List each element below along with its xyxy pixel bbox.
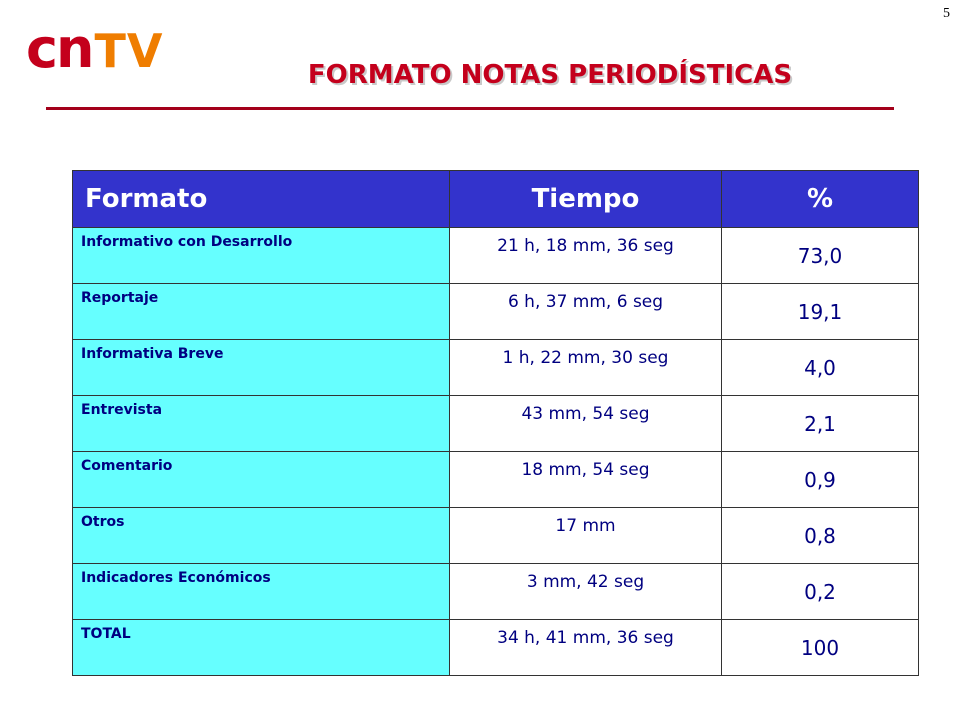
cell-tiempo: 1 h, 22 mm, 30 seg bbox=[449, 339, 722, 396]
table-row: Reportaje 6 h, 37 mm, 6 seg 19,1 bbox=[72, 283, 919, 340]
logo-cn: cn bbox=[26, 17, 94, 80]
table-row: Otros 17 mm 0,8 bbox=[72, 507, 919, 564]
cell-formato: Entrevista bbox=[72, 395, 450, 452]
page-title: FORMATO NOTAS PERIODÍSTICAS bbox=[307, 60, 793, 90]
table-row: Indicadores Económicos 3 mm, 42 seg 0,2 bbox=[72, 563, 919, 620]
cell-formato: Indicadores Económicos bbox=[72, 563, 450, 620]
cell-tiempo: 18 mm, 54 seg bbox=[449, 451, 722, 508]
cell-pct: 73,0 bbox=[721, 227, 919, 284]
page-number: 5 bbox=[943, 6, 950, 21]
cell-pct: 4,0 bbox=[721, 339, 919, 396]
formats-table: Formato Tiempo % Informativo con Desarro… bbox=[72, 170, 919, 676]
cell-pct: 0,9 bbox=[721, 451, 919, 508]
cell-tiempo: 17 mm bbox=[449, 507, 722, 564]
header-formato: Formato bbox=[72, 170, 450, 228]
cell-pct: 100 bbox=[721, 619, 919, 676]
cell-pct: 0,2 bbox=[721, 563, 919, 620]
title-divider bbox=[46, 107, 894, 110]
cell-formato: Reportaje bbox=[72, 283, 450, 340]
table-row: Comentario 18 mm, 54 seg 0,9 bbox=[72, 451, 919, 508]
cell-tiempo: 6 h, 37 mm, 6 seg bbox=[449, 283, 722, 340]
cell-formato: Informativo con Desarrollo bbox=[72, 227, 450, 284]
header-pct: % bbox=[721, 170, 919, 228]
header-tiempo: Tiempo bbox=[449, 170, 722, 228]
logo-tv: TV bbox=[94, 24, 164, 78]
cell-formato: Comentario bbox=[72, 451, 450, 508]
cell-formato: Otros bbox=[72, 507, 450, 564]
table-row-total: TOTAL 34 h, 41 mm, 36 seg 100 bbox=[72, 619, 919, 676]
table-row: Informativo con Desarrollo 21 h, 18 mm, … bbox=[72, 227, 919, 284]
cell-tiempo: 43 mm, 54 seg bbox=[449, 395, 722, 452]
cell-formato: Informativa Breve bbox=[72, 339, 450, 396]
cell-tiempo: 3 mm, 42 seg bbox=[449, 563, 722, 620]
table-header-row: Formato Tiempo % bbox=[72, 170, 919, 228]
cell-pct: 0,8 bbox=[721, 507, 919, 564]
cell-tiempo: 21 h, 18 mm, 36 seg bbox=[449, 227, 722, 284]
table-row: Informativa Breve 1 h, 22 mm, 30 seg 4,0 bbox=[72, 339, 919, 396]
cell-pct: 2,1 bbox=[721, 395, 919, 452]
cell-pct: 19,1 bbox=[721, 283, 919, 340]
cell-tiempo: 34 h, 41 mm, 36 seg bbox=[449, 619, 722, 676]
cell-formato: TOTAL bbox=[72, 619, 450, 676]
cntv-logo: cnTV bbox=[26, 22, 163, 76]
table-row: Entrevista 43 mm, 54 seg 2,1 bbox=[72, 395, 919, 452]
